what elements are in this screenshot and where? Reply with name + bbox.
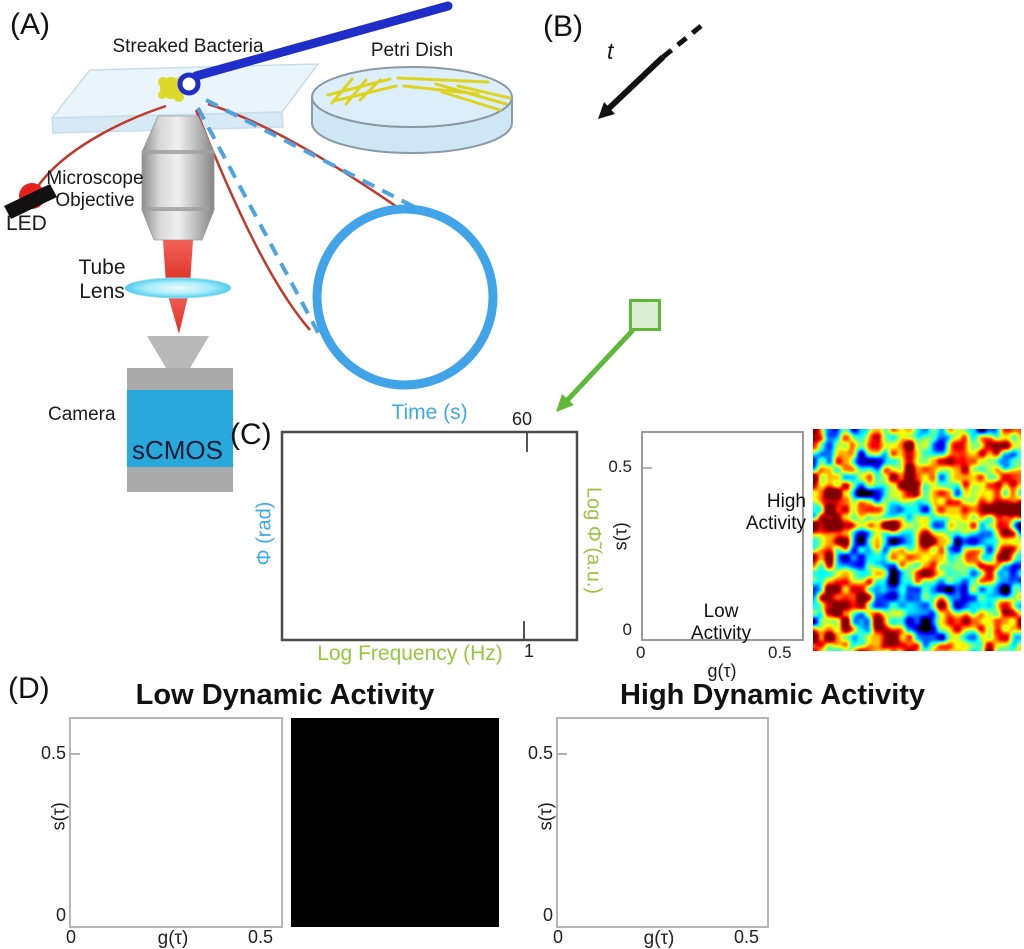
led-drawing [4,183,57,219]
frequency-axis-tick-1: 1 [524,641,535,661]
dlow-xtick-05: 0.5 [248,927,274,947]
petri-dish-drawing [311,66,513,154]
microscope-objective-drawing [141,115,215,241]
high-activity-density-blob [558,719,767,926]
dlow-xlabel: g(τ) [157,928,189,949]
roi-box [629,299,661,331]
petri-dish-label: Petri Dish [370,40,454,61]
time-variable-label: t [607,38,614,64]
led-label: LED [6,212,47,235]
c-scatter-xtick-05: 0.5 [768,643,792,662]
time-axis-tick-60: 60 [512,409,533,429]
colorbar-low-label: Low Activity [690,601,752,644]
camera-label: Camera [48,404,116,425]
inoculation-loop [158,1,453,102]
microscope-objective-label: Microscope Objective [40,168,150,212]
streaked-bacteria-label: Streaked Bacteria [112,36,264,57]
bacteria-streaks [326,76,512,112]
low-activity-density-blob [71,719,281,926]
activity-heatmap [813,429,1021,651]
dlow-ytick-0: 0 [55,905,66,925]
tube-lens-drawing [124,277,232,299]
low-activity-title: Low Dynamic Activity [135,679,435,711]
scmos-label: sCMOS [132,435,223,465]
dhigh-xtick-05: 0.5 [734,927,760,947]
dlow-xtick-0: 0 [66,927,77,947]
log-power-axis-label: Log Φ̃ (a.u.) [582,486,605,595]
c-scatter-xlabel: g(τ) [707,661,737,681]
microscope-objective-line2: Objective [55,189,135,211]
microscope-objective-line1: Microscope [46,168,144,189]
light-beam [163,240,193,334]
dlow-ytick-05: 0.5 [40,743,66,763]
time-axis-label: Time (s) [391,401,468,424]
high-activity-heatmap [777,718,988,927]
low-activity-heatmap [291,718,499,927]
tube-lens-line2: Lens [79,280,125,304]
tube-lens-line1: Tube [78,256,126,279]
phase-axis-label: Φ (rad) [253,501,276,566]
dhigh-xlabel: g(τ) [643,928,675,949]
panel-b-label: (B) [543,10,583,43]
panel-d-label: (D) [8,672,50,705]
colorbar-high-label: High Activity [745,491,806,534]
activity-density-blob [643,433,802,639]
log-frequency-axis-label: Log Frequency (Hz) [317,642,503,665]
dhigh-ytick-05: 0.5 [527,743,553,763]
zoom-circle [312,204,498,390]
dhigh-ytick-0: 0 [542,905,553,925]
c-scatter-xtick-0: 0 [636,643,646,662]
dhigh-xtick-0: 0 [553,927,564,947]
c-scatter-ylabel: s(τ) [610,522,631,551]
dhigh-ylabel: s(τ) [535,802,556,831]
time-arrow [598,24,703,119]
c-scatter-ytick-05: 0.5 [608,457,632,476]
tube-lens-label: Tube Lens [70,256,134,304]
high-activity-title: High Dynamic Activity [619,679,926,711]
roi-arrow [556,328,635,412]
c-scatter-ytick-0: 0 [622,620,632,639]
panel-c-label: (C) [230,418,272,451]
panel-a-label: (A) [10,8,50,41]
camera-drawing [127,336,233,492]
line-plot-frame [280,430,579,642]
dlow-ylabel: s(τ) [48,802,69,831]
